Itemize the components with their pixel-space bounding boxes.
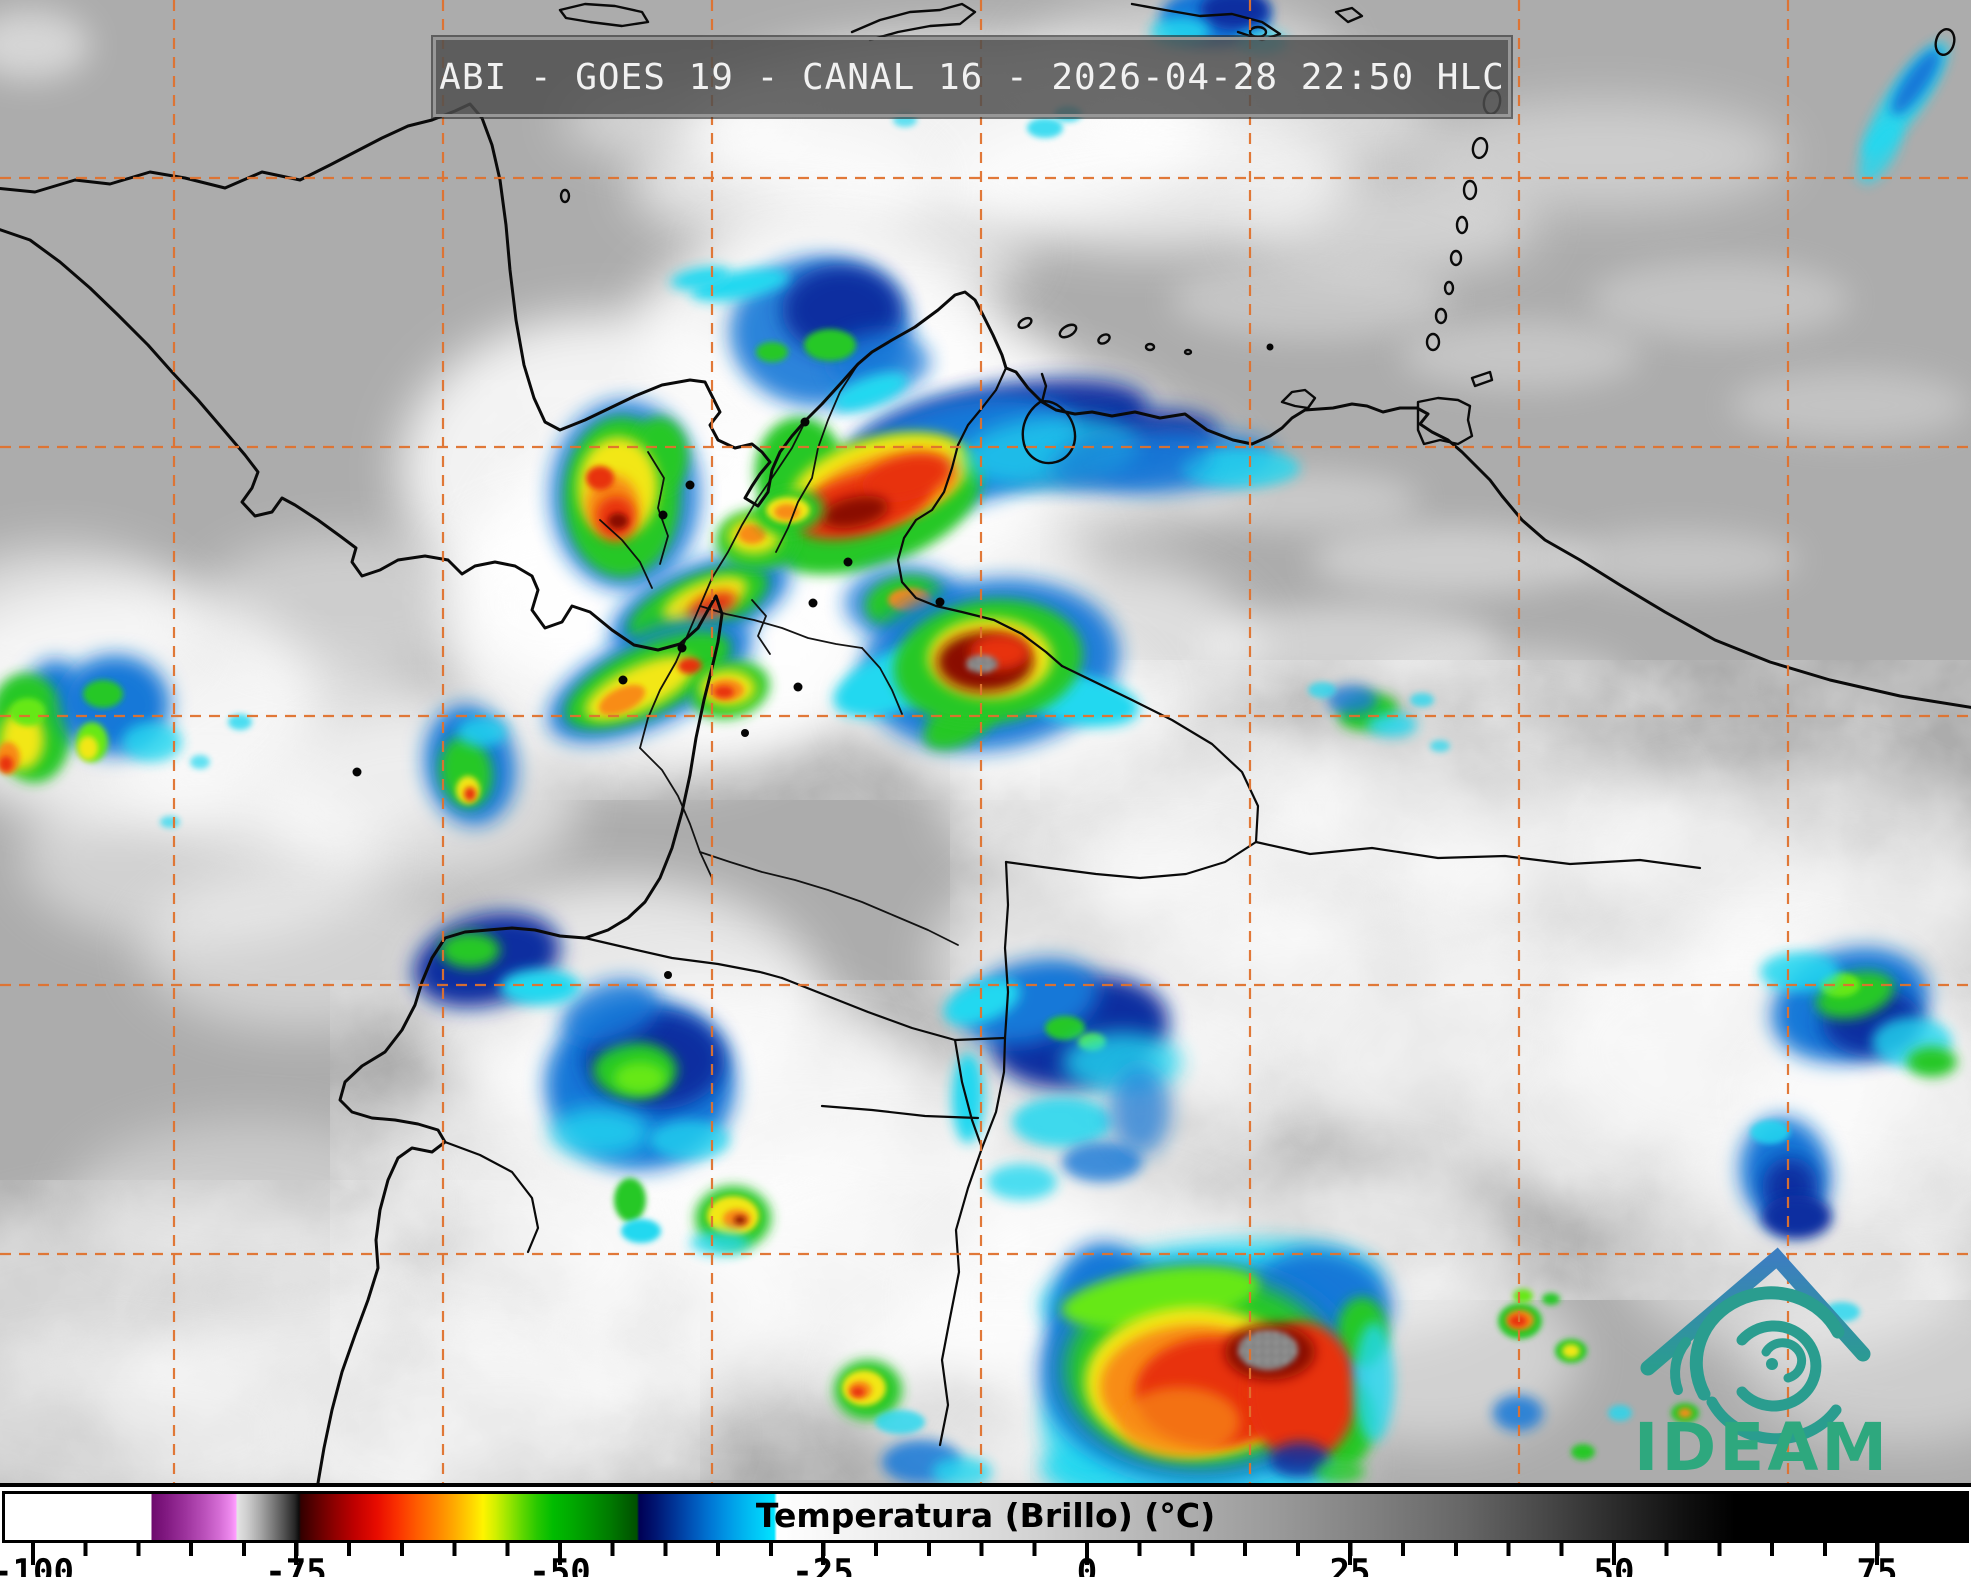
colorbar-tick xyxy=(294,1543,298,1565)
storm-south-colombia xyxy=(413,912,735,1243)
department-borders xyxy=(599,363,959,946)
colorbar-tick xyxy=(558,1543,562,1565)
storm-pacific-west xyxy=(0,655,516,828)
storm-antioquia xyxy=(550,400,700,590)
colorbar-tick xyxy=(1875,1543,1879,1565)
satellite-map-canvas: IDEAM xyxy=(0,0,1971,1483)
colorbar-tick-label: -50 xyxy=(529,1552,591,1577)
storm-east-core xyxy=(833,578,1140,752)
title-bar-text: ABI - GOES 19 - CANAL 16 - 2026-04-28 22… xyxy=(439,56,1505,98)
storm-caribbean-coast xyxy=(670,257,1210,493)
storm-amazon-mcs xyxy=(1040,1240,1394,1483)
colorbar-tick-label: -75 xyxy=(265,1552,327,1577)
colorbar-minor-ticks xyxy=(31,1543,1882,1556)
colorbar-tick-label: 75 xyxy=(1856,1552,1898,1577)
city-markers xyxy=(352,343,1274,979)
colorbar: Temperatura (Brillo) (°C) -100 -75 -50 -… xyxy=(0,1483,1971,1577)
storm-right-edge xyxy=(1739,41,1957,1322)
colorbar-tick-label: -100 xyxy=(0,1552,74,1577)
colorbar-tick xyxy=(1348,1543,1352,1565)
colorbar-tick-label: 0 xyxy=(1076,1552,1098,1577)
storm-small-yellow-west xyxy=(834,1360,992,1483)
storm-amazon-trapezoid xyxy=(943,959,1182,1200)
colorbar-gradient xyxy=(2,1491,1969,1543)
colorbar-tick-label: 25 xyxy=(1329,1552,1371,1577)
colorbar-tick xyxy=(31,1543,35,1565)
colorbar-tick-label: 50 xyxy=(1593,1552,1635,1577)
satellite-map: IDEAM xyxy=(0,0,1971,1483)
ideam-mountain-spiral-icon xyxy=(1640,1247,1871,1445)
colorbar-tick xyxy=(821,1543,825,1565)
colorbar-tick xyxy=(1085,1543,1089,1565)
colorbar-tick-label: -25 xyxy=(792,1552,854,1577)
title-bar: ABI - GOES 19 - CANAL 16 - 2026-04-28 22… xyxy=(433,37,1511,117)
colorbar-title: Temperatura (Brillo) (°C) xyxy=(755,1496,1216,1535)
storm-cells xyxy=(0,0,1957,1483)
ideam-logo-text: IDEAM xyxy=(1634,1409,1890,1483)
ideam-logo: IDEAM xyxy=(1634,1247,1890,1483)
storm-cordillera-bands xyxy=(548,489,965,742)
grid-lines xyxy=(0,0,1971,1483)
storm-putumayo-cell xyxy=(690,1186,771,1255)
colorbar-tick xyxy=(1612,1543,1616,1565)
